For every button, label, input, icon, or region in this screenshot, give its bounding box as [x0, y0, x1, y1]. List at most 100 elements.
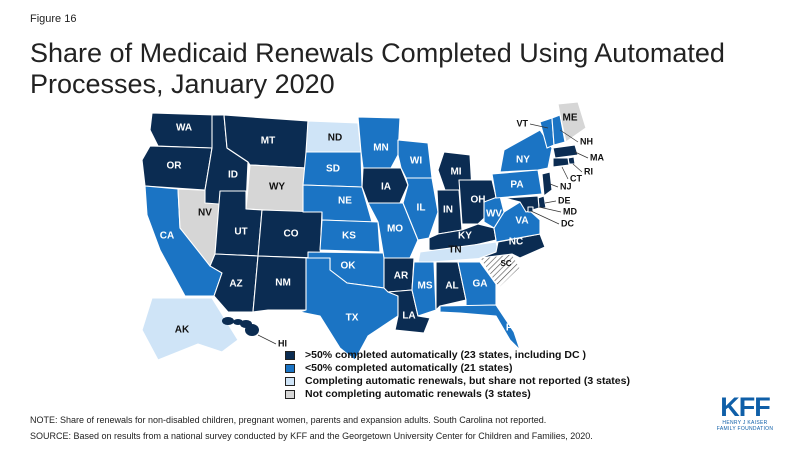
leader-line-nj — [549, 183, 559, 188]
state-nh — [551, 114, 566, 146]
state-label-ne: NE — [338, 196, 352, 207]
state-label-in: IN — [443, 205, 453, 216]
state-me — [557, 101, 587, 143]
state-label-mn: MN — [373, 143, 389, 154]
state-label-ri: RI — [584, 166, 593, 176]
state-label-ak: AK — [175, 325, 190, 336]
state-il — [402, 177, 439, 241]
state-label-wv: WV — [486, 209, 502, 220]
state-tx — [299, 257, 399, 361]
state-ak — [141, 297, 239, 361]
state-label-vt: VT — [516, 118, 528, 128]
logo-mark: KFF — [720, 392, 770, 422]
state-label-tn: TN — [448, 245, 461, 256]
legend-label-light: Completing automatic renewals, but share… — [305, 375, 630, 387]
legend-swatch-light — [285, 376, 295, 386]
state-label-al: AL — [445, 281, 458, 292]
state-label-md: MD — [563, 206, 577, 216]
state-ma — [552, 144, 579, 159]
legend-item-light: Completing automatic renewals, but share… — [285, 375, 630, 387]
state-label-nv: NV — [198, 208, 212, 219]
state-label-nm: NM — [275, 278, 291, 289]
leader-line-vt — [529, 123, 549, 129]
state-label-ma: MA — [590, 152, 604, 162]
state-label-sd: SD — [326, 164, 340, 175]
state-label-ct: CT — [570, 173, 582, 183]
state-label-nh: NH — [580, 136, 593, 146]
state-label-or: OR — [167, 161, 183, 172]
leader-line-ma — [574, 151, 589, 159]
state-label-mt: MT — [261, 136, 275, 147]
leader-line-de — [544, 200, 557, 204]
state-label-ia: IA — [381, 182, 391, 193]
state-label-co: CO — [284, 229, 299, 240]
state-label-ga: GA — [473, 279, 488, 290]
state-ms — [411, 261, 437, 317]
chart-title: Share of Medicaid Renewals Completed Usi… — [30, 38, 725, 99]
state-ct — [552, 157, 570, 168]
state-label-va: VA — [515, 216, 528, 227]
state-label-me: ME — [563, 113, 578, 124]
state-label-ky: KY — [458, 231, 472, 242]
state-label-tx: TX — [346, 313, 359, 324]
legend: >50% completed automatically (23 states,… — [285, 349, 630, 401]
legend-swatch-medium — [285, 363, 295, 373]
legend-label-none: Not completing automatic renewals (3 sta… — [305, 388, 531, 400]
state-al — [435, 261, 467, 311]
state-nc — [479, 233, 546, 259]
logo-line-2: FAMILY FOUNDATION — [716, 426, 774, 432]
state-label-hi: HI — [278, 338, 287, 348]
figure-label: Figure 16 — [30, 13, 77, 25]
state-label-ut: UT — [234, 227, 247, 238]
leader-line-ri — [572, 163, 583, 173]
legend-item-none: Not completing automatic renewals (3 sta… — [285, 388, 630, 400]
state-label-wy: WY — [269, 182, 285, 193]
leader-line-nh — [559, 129, 579, 143]
state-label-id: ID — [228, 170, 238, 181]
state-label-nd: ND — [328, 133, 342, 144]
state-nm — [252, 255, 309, 313]
state-ny — [499, 129, 553, 173]
note-text: NOTE: Share of renewals for non-disabled… — [30, 415, 547, 425]
state-label-ks: KS — [342, 231, 356, 242]
state-hi-island-4 — [245, 324, 259, 336]
state-label-il: IL — [417, 203, 426, 214]
state-ks — [319, 219, 381, 253]
kff-logo: KFF HENRY J KAISER FAMILY FOUNDATION — [712, 392, 778, 433]
legend-item-medium: <50% completed automatically (21 states) — [285, 362, 630, 374]
state-label-ar: AR — [394, 271, 409, 282]
state-label-oh: OH — [471, 195, 486, 206]
state-label-wi: WI — [410, 156, 422, 167]
state-label-ok: OK — [341, 261, 357, 272]
state-label-mo: MO — [387, 224, 403, 235]
legend-item-dark: >50% completed automatically (23 states,… — [285, 349, 630, 361]
state-label-nj: NJ — [560, 181, 572, 191]
leader-line-dc — [530, 210, 560, 225]
legend-swatch-dark — [285, 350, 295, 360]
state-nj — [541, 171, 553, 197]
state-hi-island-1 — [222, 317, 234, 325]
leader-line-hi — [257, 334, 277, 345]
logo-line-1: HENRY J KAISER — [722, 420, 768, 426]
state-label-ca: CA — [160, 231, 174, 242]
leader-line-ct — [561, 166, 569, 180]
state-label-nc: NC — [509, 237, 523, 248]
state-or — [141, 145, 213, 191]
legend-label-dark: >50% completed automatically (23 states,… — [305, 349, 586, 361]
state-label-la: LA — [402, 311, 415, 322]
state-label-ms: MS — [418, 281, 433, 292]
source-text: SOURCE: Based on results from a national… — [30, 431, 593, 441]
legend-swatch-none — [285, 389, 295, 399]
state-label-ny: NY — [516, 155, 530, 166]
state-label-de: DE — [558, 195, 571, 205]
state-label-sc: SC — [500, 259, 511, 268]
leader-line-md — [538, 206, 562, 213]
state-label-dc: DC — [561, 218, 574, 228]
state-label-fl: FL — [506, 323, 518, 334]
state-fl — [439, 304, 521, 351]
state-label-az: AZ — [229, 279, 242, 290]
state-label-pa: PA — [510, 180, 523, 191]
state-label-wa: WA — [176, 123, 192, 134]
legend-label-medium: <50% completed automatically (21 states) — [305, 362, 513, 374]
